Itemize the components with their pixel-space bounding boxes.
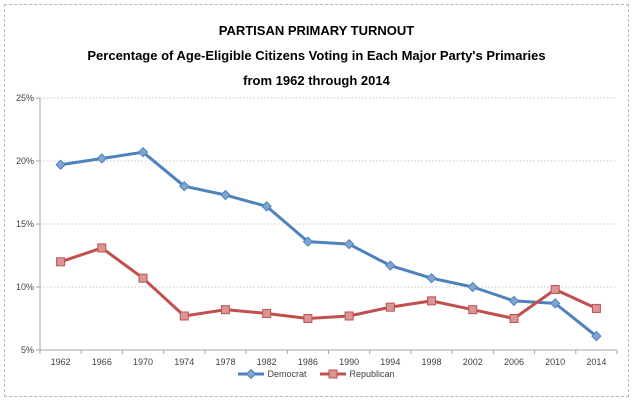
legend-label-republican: Republican: [349, 369, 395, 379]
svg-text:1986: 1986: [298, 357, 318, 367]
legend-label-democrat: Democrat: [267, 369, 307, 379]
svg-text:2010: 2010: [545, 357, 565, 367]
democrat-line-marker-icon: [238, 369, 265, 379]
legend-item-republican: Republican: [320, 369, 395, 379]
svg-text:2006: 2006: [504, 357, 524, 367]
svg-text:1978: 1978: [215, 357, 235, 367]
svg-text:1962: 1962: [51, 357, 71, 367]
line-chart-plot-area: 5% 10% 15% 20% 25% 1962 1966 1970 1974 1978 1982 19…: [16, 93, 618, 367]
chart-subtitle-line1: Percentage of Age-Eligible Citizens Voti…: [87, 48, 546, 63]
svg-text:2014: 2014: [586, 357, 606, 367]
svg-text:1994: 1994: [380, 357, 400, 367]
legend-item-democrat: Democrat: [238, 369, 306, 379]
svg-text:25%: 25%: [16, 93, 34, 103]
svg-text:1990: 1990: [339, 357, 359, 367]
chart-title-block: PARTISAN PRIMARY TURNOUT Percentage of A…: [0, 18, 633, 93]
svg-text:5%: 5%: [21, 345, 34, 355]
chart-legend: Democrat Republican: [0, 369, 633, 379]
svg-text:20%: 20%: [16, 156, 34, 166]
svg-text:1998: 1998: [422, 357, 442, 367]
svg-text:1970: 1970: [133, 357, 153, 367]
chart-subtitle-line2: from 1962 through 2014: [243, 73, 390, 88]
svg-text:10%: 10%: [16, 282, 34, 292]
svg-text:1974: 1974: [174, 357, 194, 367]
svg-text:2002: 2002: [463, 357, 483, 367]
chart-title: PARTISAN PRIMARY TURNOUT: [218, 23, 415, 38]
svg-text:15%: 15%: [16, 219, 34, 229]
svg-text:1982: 1982: [257, 357, 277, 367]
republican-line-marker-icon: [320, 369, 347, 379]
svg-text:1966: 1966: [92, 357, 112, 367]
